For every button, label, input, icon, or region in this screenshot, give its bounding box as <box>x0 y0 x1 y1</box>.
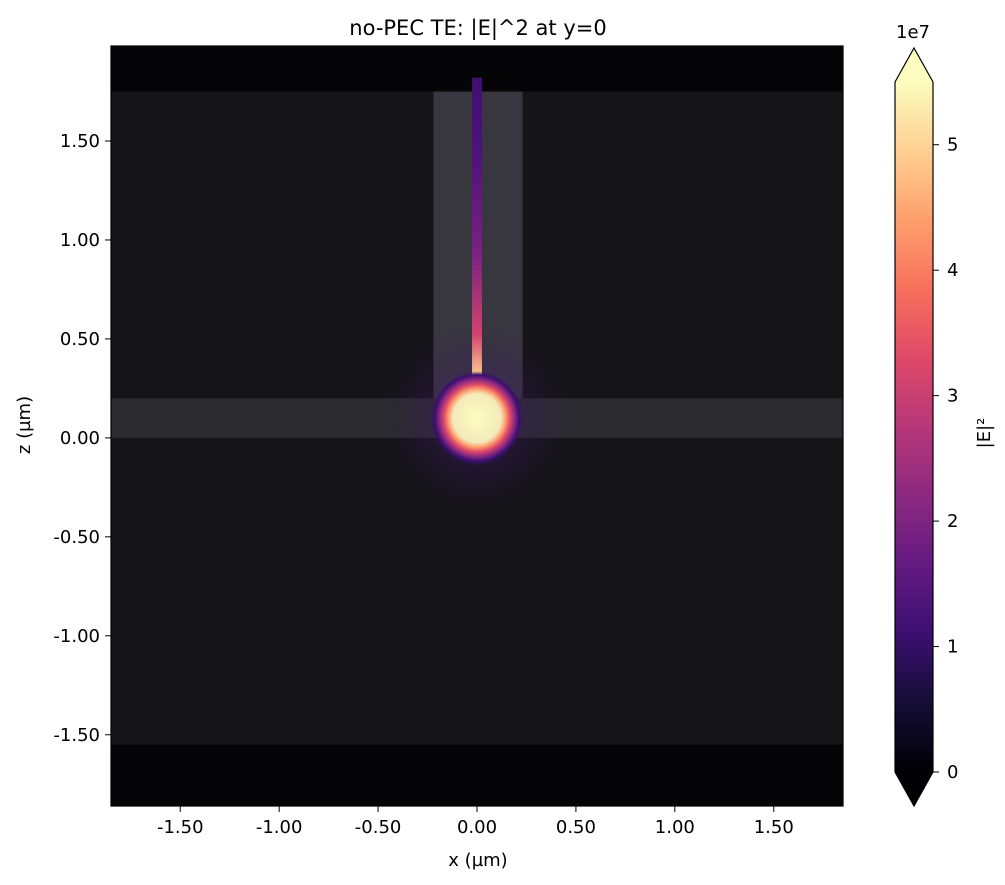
colorbar-tick-label: 0 <box>947 762 958 783</box>
x-tick-label: 0.00 <box>457 817 497 838</box>
colorbar-tick-label: 3 <box>947 386 958 407</box>
colorbar-multiplier: 1e7 <box>896 22 930 43</box>
y-tick-label: -0.50 <box>53 527 100 548</box>
y-tick-label: -1.50 <box>53 725 100 746</box>
y-tick-label: 1.50 <box>60 131 100 152</box>
colorbar-extend-max <box>895 48 933 82</box>
y-tick-label: 0.00 <box>60 428 100 449</box>
field-vertical-line <box>472 77 482 399</box>
y-axis: 1.50 1.00 0.50 0.00 -0.50 -1.00 -1.50 <box>53 131 111 746</box>
x-tick-label: -1.50 <box>157 817 204 838</box>
colorbar-tick-label: 1 <box>947 637 958 658</box>
chart-title: no-PEC TE: |E|^2 at y=0 <box>349 16 606 41</box>
colorbar-bar <box>895 82 933 772</box>
colorbar-extend-min <box>895 772 933 806</box>
y-tick-label: 1.00 <box>60 230 100 251</box>
y-axis-label: z (µm) <box>14 396 35 454</box>
y-tick-label: -1.00 <box>53 626 100 647</box>
colorbar-tick-label: 2 <box>947 511 958 532</box>
x-axis-label: x (µm) <box>448 850 507 871</box>
x-tick-label: 0.50 <box>556 817 596 838</box>
x-axis: -1.50 -1.00 -0.50 0.00 0.50 1.00 1.50 <box>157 806 794 838</box>
field-hotspot <box>431 371 523 466</box>
x-tick-label: 1.50 <box>754 817 794 838</box>
plot-area <box>111 46 843 806</box>
colorbar-label: |E|² <box>974 418 995 449</box>
colorbar-tick-label: 5 <box>947 135 958 156</box>
x-tick-label: -1.00 <box>256 817 303 838</box>
x-tick-label: 1.00 <box>655 817 695 838</box>
y-tick-label: 0.50 <box>60 329 100 350</box>
colorbar: 0 1 2 3 4 5 <box>894 46 958 808</box>
x-tick-label: -0.50 <box>355 817 402 838</box>
colorbar-tick-label: 4 <box>947 260 958 281</box>
